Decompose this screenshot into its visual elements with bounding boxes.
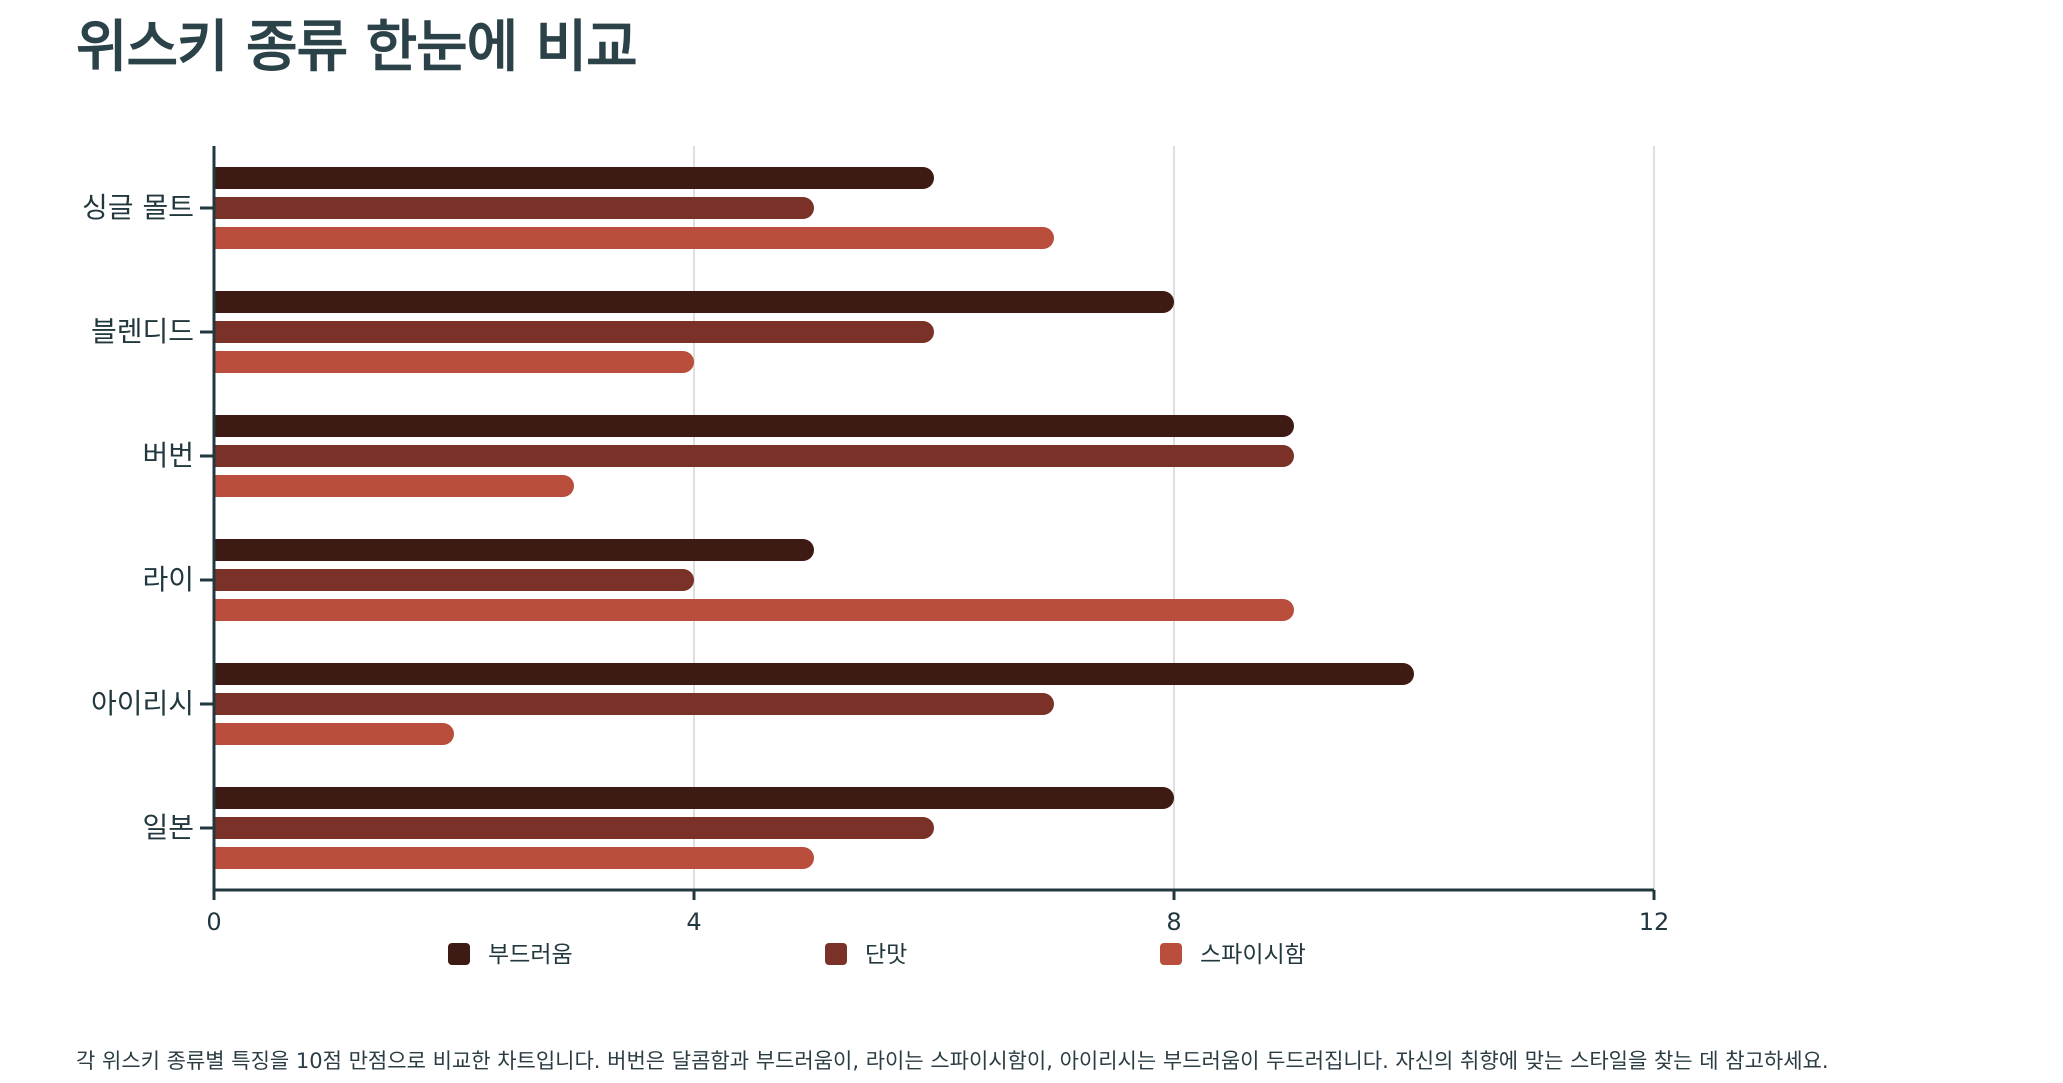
y-tick-label-0: 싱글 몰트 — [82, 191, 194, 224]
bar-1-1 — [214, 321, 934, 343]
chart-footnote: 각 위스키 종류별 특징을 10점 만점으로 비교한 차트입니다. 버번은 달콤… — [76, 1049, 1829, 1073]
y-tick-label-4: 아이리시 — [91, 687, 194, 720]
bar-2-0 — [214, 415, 1294, 437]
bar-4-2 — [214, 723, 454, 745]
bar-0-1 — [214, 197, 814, 219]
bar-3-1 — [214, 569, 694, 591]
y-tick-label-2: 버번 — [142, 439, 194, 472]
y-tick-label-5: 일본 — [142, 811, 194, 844]
bar-3-0 — [214, 539, 814, 561]
legend-label-2: 스파이시함 — [1200, 942, 1306, 968]
legend-swatch-1 — [825, 943, 847, 965]
bar-2-1 — [214, 445, 1294, 467]
bar-3-2 — [214, 599, 1294, 621]
legend-label-1: 단맛 — [865, 942, 907, 968]
bar-0-0 — [214, 167, 934, 189]
bar-4-0 — [214, 663, 1414, 685]
y-tick-label-3: 라이 — [142, 563, 194, 596]
y-tick-label-1: 블렌디드 — [91, 315, 194, 348]
x-tick-label-12: 12 — [1639, 908, 1670, 936]
bar-1-0 — [214, 291, 1174, 313]
bar-5-0 — [214, 787, 1174, 809]
grid-lines — [693, 146, 1655, 890]
legend-swatch-0 — [448, 943, 470, 965]
bars — [214, 167, 1414, 869]
bar-0-2 — [214, 227, 1054, 249]
bar-2-2 — [214, 475, 574, 497]
bar-5-1 — [214, 817, 934, 839]
bar-1-2 — [214, 351, 694, 373]
bar-5-2 — [214, 847, 814, 869]
legend-swatch-2 — [1160, 943, 1182, 965]
legend: 부드러움 단맛 스파이시함 — [448, 942, 1306, 968]
x-tick-label-0: 0 — [206, 908, 221, 936]
x-tick-label-8: 8 — [1166, 908, 1181, 936]
x-tick-label-4: 4 — [686, 908, 701, 936]
bar-4-1 — [214, 693, 1054, 715]
legend-label-0: 부드러움 — [488, 942, 573, 968]
chart-title: 위스키 종류 한눈에 비교 — [76, 15, 638, 80]
